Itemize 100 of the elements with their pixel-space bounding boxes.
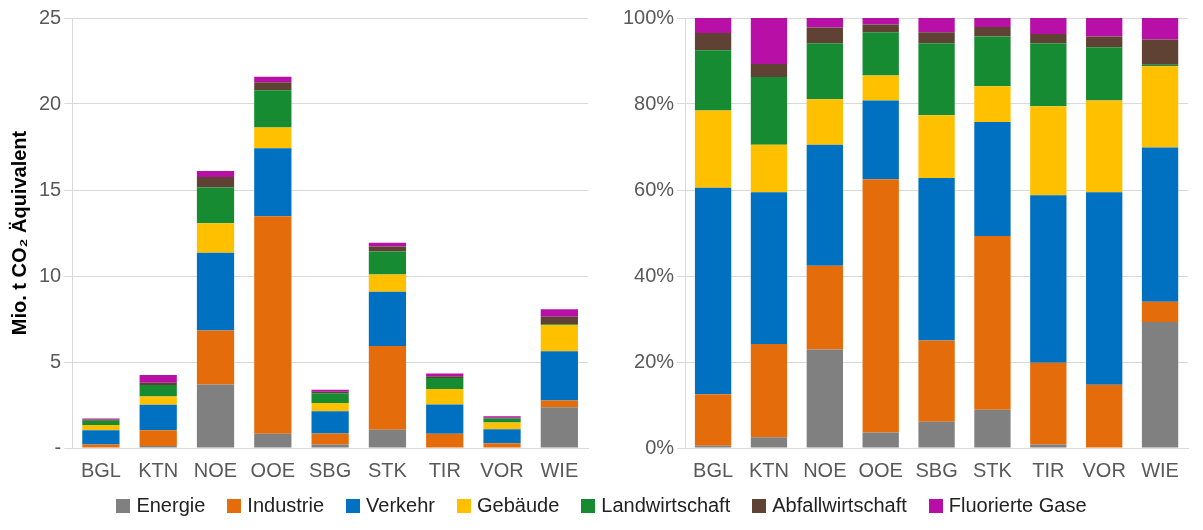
x-tick-label: STK bbox=[367, 458, 408, 481]
bar bbox=[82, 420, 120, 425]
bar bbox=[254, 127, 292, 149]
bar bbox=[974, 122, 1011, 237]
bar bbox=[1030, 195, 1067, 363]
bar bbox=[750, 64, 788, 77]
x-tick-label: STK bbox=[972, 458, 1013, 481]
y-tick-label: 0% bbox=[645, 435, 675, 458]
bar bbox=[1030, 33, 1067, 44]
legend-label: Landwirtschaft bbox=[601, 494, 731, 517]
y-tick-label: 20% bbox=[634, 349, 675, 372]
bar bbox=[196, 330, 235, 385]
bar bbox=[368, 274, 407, 292]
bar bbox=[139, 385, 177, 397]
x-tick-label: BGL bbox=[80, 458, 121, 481]
x-tick-label: KTN bbox=[748, 458, 789, 481]
x-tick-label: NOE bbox=[803, 458, 847, 481]
bar bbox=[483, 429, 521, 444]
bar bbox=[196, 171, 235, 178]
bar bbox=[368, 429, 407, 448]
bar bbox=[1141, 18, 1179, 40]
bar bbox=[139, 430, 177, 447]
bar bbox=[918, 177, 955, 341]
y-axis-title: Mio. t CO₂ Äquivalent bbox=[7, 130, 30, 336]
x-tick-label: OOE bbox=[858, 458, 903, 481]
bar bbox=[1030, 444, 1067, 448]
bar bbox=[82, 444, 120, 448]
x-tick-label: SBG bbox=[915, 458, 958, 481]
x-tick-label: OOE bbox=[250, 458, 296, 481]
bar bbox=[862, 432, 899, 448]
bar bbox=[368, 291, 407, 346]
y-tick-label: - bbox=[54, 435, 62, 458]
bar bbox=[974, 86, 1011, 123]
bar bbox=[862, 75, 899, 101]
bar bbox=[750, 144, 788, 193]
legend-label: Fluorierte Gase bbox=[948, 494, 1087, 517]
bar bbox=[254, 90, 292, 128]
bar bbox=[311, 433, 349, 445]
bar bbox=[368, 346, 407, 430]
bar bbox=[806, 144, 843, 266]
bar bbox=[196, 177, 235, 188]
bar bbox=[694, 18, 732, 34]
x-tick-label: WIE bbox=[1141, 458, 1179, 481]
y-tick-label: 100% bbox=[623, 5, 675, 28]
bar bbox=[862, 179, 899, 433]
bar bbox=[368, 251, 407, 275]
bar bbox=[426, 389, 464, 405]
bar bbox=[1030, 106, 1067, 196]
bar bbox=[974, 18, 1011, 28]
bar bbox=[862, 100, 899, 180]
bar bbox=[1141, 301, 1179, 323]
legend-label: Gebäude bbox=[476, 494, 560, 517]
bar bbox=[918, 32, 955, 44]
bar bbox=[862, 24, 899, 33]
y-tick-label: 15 bbox=[39, 177, 62, 200]
bar bbox=[974, 409, 1011, 448]
bar bbox=[82, 430, 120, 445]
bar bbox=[540, 351, 578, 401]
bar bbox=[806, 99, 843, 145]
legend-label: Energie bbox=[136, 494, 206, 517]
y-tick-label: 5 bbox=[50, 349, 62, 372]
y-tick-label: 25 bbox=[39, 5, 62, 28]
bar bbox=[750, 437, 788, 448]
bar bbox=[254, 148, 292, 217]
bar bbox=[1141, 66, 1179, 148]
x-tick-label: TIR bbox=[428, 458, 461, 481]
bar bbox=[1086, 18, 1123, 37]
bar bbox=[694, 50, 732, 111]
x-tick-label: VOR bbox=[1082, 458, 1126, 481]
bar bbox=[694, 187, 732, 395]
legend-label: Abfallwirtschaft bbox=[772, 494, 907, 517]
bar bbox=[1141, 147, 1179, 302]
bar bbox=[750, 192, 788, 344]
bar bbox=[540, 325, 578, 352]
bar bbox=[540, 309, 578, 317]
bar bbox=[974, 36, 1011, 87]
bar bbox=[1086, 100, 1123, 193]
x-tick-label: TIR bbox=[1032, 458, 1065, 481]
bar bbox=[311, 393, 349, 403]
bar bbox=[311, 444, 349, 448]
bar bbox=[483, 422, 521, 430]
bar bbox=[196, 384, 235, 448]
bar bbox=[806, 27, 843, 44]
bar bbox=[426, 378, 464, 389]
x-tick-label: KTN bbox=[138, 458, 179, 481]
y-tick-label: 20 bbox=[39, 91, 62, 114]
bar bbox=[974, 27, 1011, 37]
bar bbox=[750, 76, 788, 145]
bar bbox=[918, 18, 955, 33]
bar bbox=[918, 421, 955, 448]
bar bbox=[750, 343, 788, 438]
bar bbox=[918, 340, 955, 422]
bar bbox=[1030, 43, 1067, 107]
bar bbox=[1030, 18, 1067, 34]
bar bbox=[483, 418, 521, 423]
bar bbox=[254, 216, 292, 434]
bar bbox=[540, 407, 578, 448]
bar bbox=[196, 252, 235, 331]
bar bbox=[540, 316, 578, 325]
bar bbox=[694, 33, 732, 51]
